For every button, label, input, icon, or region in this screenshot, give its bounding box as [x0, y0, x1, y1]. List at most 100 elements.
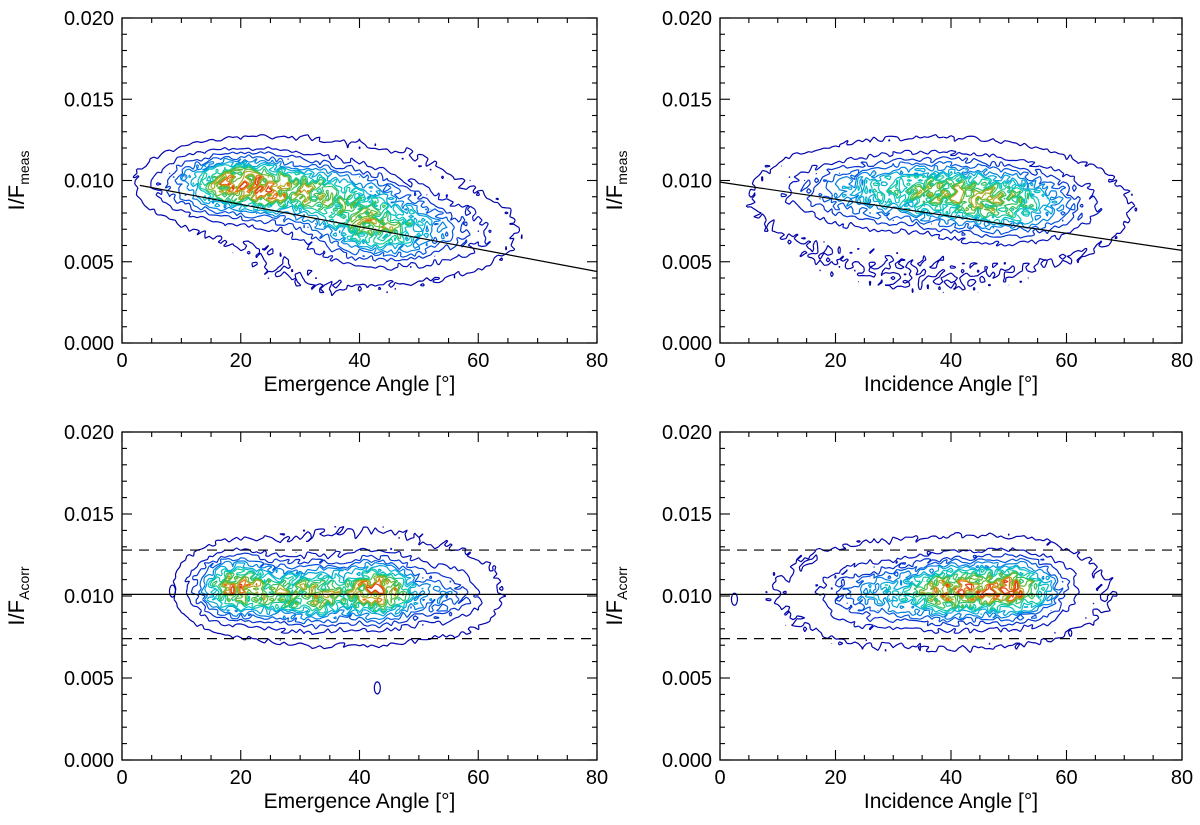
- contour-level-9: [880, 176, 1035, 218]
- x-tick-label: 80: [586, 767, 608, 789]
- y-tick-label: 0.000: [662, 750, 712, 772]
- panel-p2: 0 20 40 60 80 0.000 0.005 0.010 0.015 0.020 Incide…: [602, 8, 1193, 396]
- y-axis-label-sub: Acorr: [614, 566, 630, 600]
- x-tick-label: 40: [940, 767, 962, 789]
- contour-level-4: [172, 154, 456, 258]
- x-tick-label: 40: [348, 767, 370, 789]
- y-tick-label: 0.000: [64, 750, 114, 772]
- contour-level-6: [204, 562, 424, 618]
- contour-level-6: [841, 167, 1058, 227]
- contour-level-1: [132, 134, 523, 297]
- contour-level-3: [830, 553, 1071, 627]
- y-tick-label: 0.010: [64, 171, 114, 193]
- stray-contour: [373, 681, 381, 695]
- y-tick-label: 0.010: [662, 171, 712, 193]
- contour-level-2: [814, 547, 1080, 635]
- x-axis-label: Emergence Angle [°]: [264, 790, 456, 813]
- contour-level-5: [833, 164, 1065, 231]
- contour-set: [745, 133, 1138, 294]
- x-tick-label: 40: [348, 350, 370, 372]
- y-tick-label: 0.015: [662, 504, 712, 526]
- contour-level-10: [219, 573, 405, 609]
- y-axis-label-main: I/F: [4, 600, 29, 626]
- y-tick-label: 0.020: [662, 422, 712, 444]
- contour-level-7: [207, 566, 415, 616]
- contour-level-13: [230, 583, 385, 601]
- contour-level-6: [188, 160, 433, 251]
- ticks: [121, 17, 598, 344]
- x-tick-label: 60: [467, 350, 489, 372]
- x-tick-label: 20: [824, 767, 846, 789]
- y-axis-label-main: I/F: [602, 600, 627, 626]
- y-tick-label: 0.015: [64, 89, 114, 111]
- contour-level-12: [223, 577, 397, 603]
- contour-set: [168, 526, 507, 695]
- y-axis-label-sub: meas: [614, 151, 630, 185]
- x-tick-label: 40: [940, 350, 962, 372]
- x-axis-label: Incidence Angle [°]: [864, 790, 1038, 813]
- contour-level-13: [942, 579, 1022, 598]
- y-axis-label-sub: Acorr: [16, 566, 32, 600]
- contour-level-10: [918, 572, 1034, 608]
- x-axis-label: Emergence Angle [°]: [264, 373, 456, 396]
- contour-level-5: [200, 560, 453, 621]
- y-tick-label: 0.015: [64, 504, 114, 526]
- panel-p4: 0 20 40 60 80 0.000 0.005 0.010 0.015 0.020 Incide…: [602, 422, 1193, 813]
- reference-line: [719, 181, 1183, 251]
- ticks: [719, 17, 1183, 344]
- y-tick-label: 0.005: [64, 668, 114, 690]
- contour-level-10: [207, 168, 401, 236]
- contour-level-11: [915, 183, 1014, 212]
- panel-p3: 0 20 40 60 80 0.000 0.005 0.010 0.015 0.020 Emerge…: [4, 422, 608, 813]
- y-tick-label: 0.020: [64, 8, 114, 30]
- contour-level-12: [219, 175, 384, 229]
- contour-level-3: [800, 156, 1084, 239]
- contour-level-8: [865, 174, 1038, 221]
- y-tick-label: 0.005: [64, 252, 114, 274]
- x-tick-label: 20: [230, 350, 252, 372]
- x-tick-label: 0: [116, 767, 127, 789]
- x-tick-label: 20: [230, 767, 252, 789]
- contour-level-1: [765, 532, 1118, 654]
- contour-level-13: [220, 176, 285, 196]
- y-axis-label-sub: meas: [16, 151, 32, 185]
- contour-level-4: [818, 160, 1076, 236]
- contour-level-8: [209, 568, 411, 614]
- stray-contour: [168, 584, 177, 598]
- contour-level-8: [199, 164, 413, 245]
- x-tick-label: 20: [824, 350, 846, 372]
- contour-level-7: [192, 161, 428, 249]
- x-tick-label: 0: [714, 350, 725, 372]
- contour-level-2: [150, 146, 492, 271]
- contour-level-11: [210, 170, 394, 232]
- y-tick-label: 0.020: [64, 422, 114, 444]
- y-tick-label: 0.015: [662, 89, 712, 111]
- y-axis-label: I/FAcorr: [4, 566, 32, 625]
- contour-level-9: [200, 166, 412, 240]
- y-axis-label: I/FAcorr: [602, 566, 630, 625]
- y-axis-label: I/Fmeas: [602, 151, 630, 211]
- y-tick-label: 0.000: [662, 333, 712, 355]
- x-tick-label: 0: [714, 767, 725, 789]
- y-tick-label: 0.010: [662, 586, 712, 608]
- y-tick-label: 0.000: [64, 333, 114, 355]
- x-tick-label: 0: [116, 350, 127, 372]
- y-axis-label-main: I/F: [602, 185, 627, 211]
- stray-contour: [730, 592, 739, 606]
- contour-level-1: [172, 526, 507, 650]
- y-tick-label: 0.005: [662, 668, 712, 690]
- x-tick-label: 80: [586, 350, 608, 372]
- plot-frame: [121, 17, 598, 344]
- contour-set: [132, 134, 523, 297]
- y-tick-label: 0.010: [64, 586, 114, 608]
- contour-level-4: [842, 557, 1064, 623]
- contour-level-8: [900, 568, 1046, 612]
- x-tick-label: 60: [1055, 350, 1077, 372]
- x-tick-label: 60: [467, 767, 489, 789]
- y-axis-label-main: I/F: [4, 185, 29, 211]
- x-axis-label: Incidence Angle [°]: [864, 373, 1038, 396]
- y-axis-label: I/Fmeas: [4, 151, 32, 211]
- reference-line: [139, 184, 598, 273]
- contour-level-3: [190, 552, 472, 630]
